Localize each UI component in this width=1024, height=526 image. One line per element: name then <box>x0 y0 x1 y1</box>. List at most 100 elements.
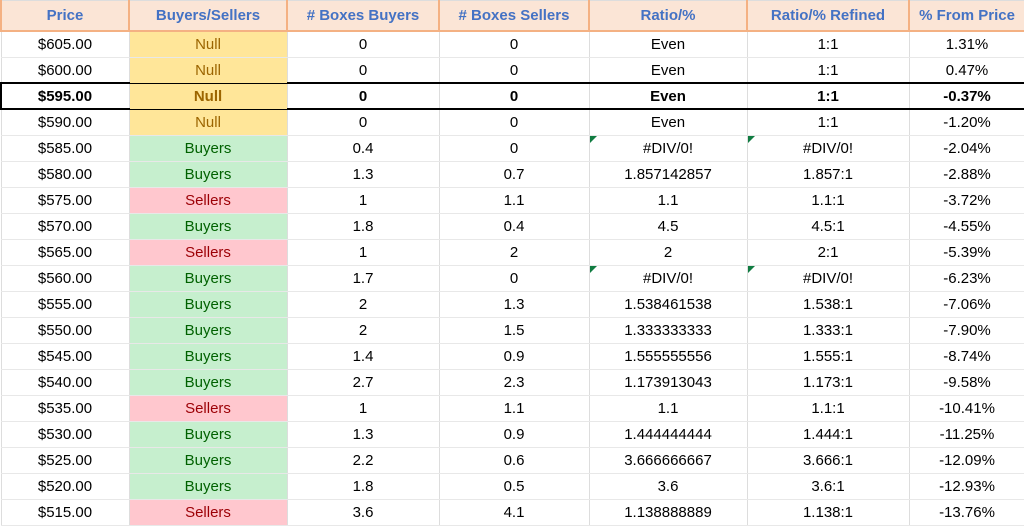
cell-price: $535.00 <box>1 395 129 421</box>
table-row: $520.00Buyers1.80.53.63.6:1-12.93% <box>1 473 1024 499</box>
table-row: $560.00Buyers1.70#DIV/0!#DIV/0!-6.23% <box>1 265 1024 291</box>
cell-bb: 1.8 <box>287 473 439 499</box>
cell-pct: 0.47% <box>909 57 1024 83</box>
cell-price: $515.00 <box>1 499 129 525</box>
cell-ratio: 3.6 <box>589 473 747 499</box>
cell-bb: 1 <box>287 239 439 265</box>
table-row: $530.00Buyers1.30.91.4444444441.444:1-11… <box>1 421 1024 447</box>
cell-ratio: 1.538461538 <box>589 291 747 317</box>
cell-pct: -9.58% <box>909 369 1024 395</box>
cell-price: $585.00 <box>1 135 129 161</box>
cell-price: $565.00 <box>1 239 129 265</box>
cell-ratior: 1:1 <box>747 57 909 83</box>
cell-ratior: 1.857:1 <box>747 161 909 187</box>
cell-ratior: 1.538:1 <box>747 291 909 317</box>
cell-bb: 0 <box>287 31 439 57</box>
cell-pct: -10.41% <box>909 395 1024 421</box>
cell-bsell: 0.7 <box>439 161 589 187</box>
cell-ratior: #DIV/0! <box>747 265 909 291</box>
cell-bsell: 0 <box>439 109 589 135</box>
cell-bb: 2 <box>287 291 439 317</box>
cell-bb: 0.4 <box>287 135 439 161</box>
table-row: $590.00Null00Even1:1-1.20% <box>1 109 1024 135</box>
cell-pct: -1.20% <box>909 109 1024 135</box>
cell-bsell: 1.1 <box>439 395 589 421</box>
cell-bs: Sellers <box>129 395 287 421</box>
cell-ratior: 1:1 <box>747 109 909 135</box>
cell-bsell: 0.9 <box>439 421 589 447</box>
header-ratio: Ratio/% <box>589 1 747 32</box>
cell-ratio: 1.555555556 <box>589 343 747 369</box>
cell-bs: Buyers <box>129 421 287 447</box>
cell-bsell: 1.5 <box>439 317 589 343</box>
cell-pct: -7.06% <box>909 291 1024 317</box>
table-row: $565.00Sellers1222:1-5.39% <box>1 239 1024 265</box>
cell-bs: Buyers <box>129 447 287 473</box>
cell-ratio: 1.1 <box>589 187 747 213</box>
cell-price: $560.00 <box>1 265 129 291</box>
cell-pct: -12.93% <box>909 473 1024 499</box>
header-bsell: # Boxes Sellers <box>439 1 589 32</box>
cell-ratior: 1.1:1 <box>747 187 909 213</box>
cell-bs: Buyers <box>129 343 287 369</box>
cell-bsell: 0.5 <box>439 473 589 499</box>
cell-ratio: 1.138888889 <box>589 499 747 525</box>
cell-bb: 2.7 <box>287 369 439 395</box>
cell-price: $540.00 <box>1 369 129 395</box>
cell-price: $545.00 <box>1 343 129 369</box>
table-row: $600.00Null00Even1:10.47% <box>1 57 1024 83</box>
cell-bs: Buyers <box>129 369 287 395</box>
cell-bs: Buyers <box>129 161 287 187</box>
cell-price: $605.00 <box>1 31 129 57</box>
cell-price: $555.00 <box>1 291 129 317</box>
header-ratior: Ratio/% Refined <box>747 1 909 32</box>
cell-bsell: 0.6 <box>439 447 589 473</box>
cell-ratior: 1:1 <box>747 83 909 109</box>
cell-bsell: 0.4 <box>439 213 589 239</box>
cell-bs: Buyers <box>129 291 287 317</box>
cell-ratio: #DIV/0! <box>589 135 747 161</box>
cell-bs: Buyers <box>129 135 287 161</box>
table-row: $595.00Null00Even1:1-0.37% <box>1 83 1024 109</box>
cell-bb: 3.6 <box>287 499 439 525</box>
cell-bs: Sellers <box>129 239 287 265</box>
cell-bsell: 2 <box>439 239 589 265</box>
cell-pct: -0.37% <box>909 83 1024 109</box>
cell-price: $595.00 <box>1 83 129 109</box>
cell-ratior: 2:1 <box>747 239 909 265</box>
cell-bs: Buyers <box>129 213 287 239</box>
cell-ratior: 1.1:1 <box>747 395 909 421</box>
cell-ratio: 3.666666667 <box>589 447 747 473</box>
cell-ratior: 1:1 <box>747 31 909 57</box>
cell-bsell: 0 <box>439 57 589 83</box>
cell-ratior: 3.6:1 <box>747 473 909 499</box>
table-row: $535.00Sellers11.11.11.1:1-10.41% <box>1 395 1024 421</box>
cell-price: $520.00 <box>1 473 129 499</box>
cell-price: $550.00 <box>1 317 129 343</box>
cell-bb: 1 <box>287 395 439 421</box>
cell-pct: -2.04% <box>909 135 1024 161</box>
cell-bb: 1.4 <box>287 343 439 369</box>
cell-price: $580.00 <box>1 161 129 187</box>
cell-bsell: 4.1 <box>439 499 589 525</box>
cell-bs: Null <box>129 109 287 135</box>
cell-price: $570.00 <box>1 213 129 239</box>
cell-pct: -2.88% <box>909 161 1024 187</box>
cell-bsell: 2.3 <box>439 369 589 395</box>
cell-pct: -13.76% <box>909 499 1024 525</box>
cell-ratior: 1.555:1 <box>747 343 909 369</box>
table-row: $545.00Buyers1.40.91.5555555561.555:1-8.… <box>1 343 1024 369</box>
cell-bs: Null <box>129 57 287 83</box>
table-row: $580.00Buyers1.30.71.8571428571.857:1-2.… <box>1 161 1024 187</box>
cell-bb: 1.3 <box>287 161 439 187</box>
table-row: $605.00Null00Even1:11.31% <box>1 31 1024 57</box>
header-bb: # Boxes Buyers <box>287 1 439 32</box>
cell-bs: Sellers <box>129 187 287 213</box>
cell-bb: 1.8 <box>287 213 439 239</box>
cell-bs: Null <box>129 31 287 57</box>
cell-ratior: 3.666:1 <box>747 447 909 473</box>
cell-price: $590.00 <box>1 109 129 135</box>
cell-bb: 0 <box>287 83 439 109</box>
cell-ratior: 1.173:1 <box>747 369 909 395</box>
cell-pct: -5.39% <box>909 239 1024 265</box>
